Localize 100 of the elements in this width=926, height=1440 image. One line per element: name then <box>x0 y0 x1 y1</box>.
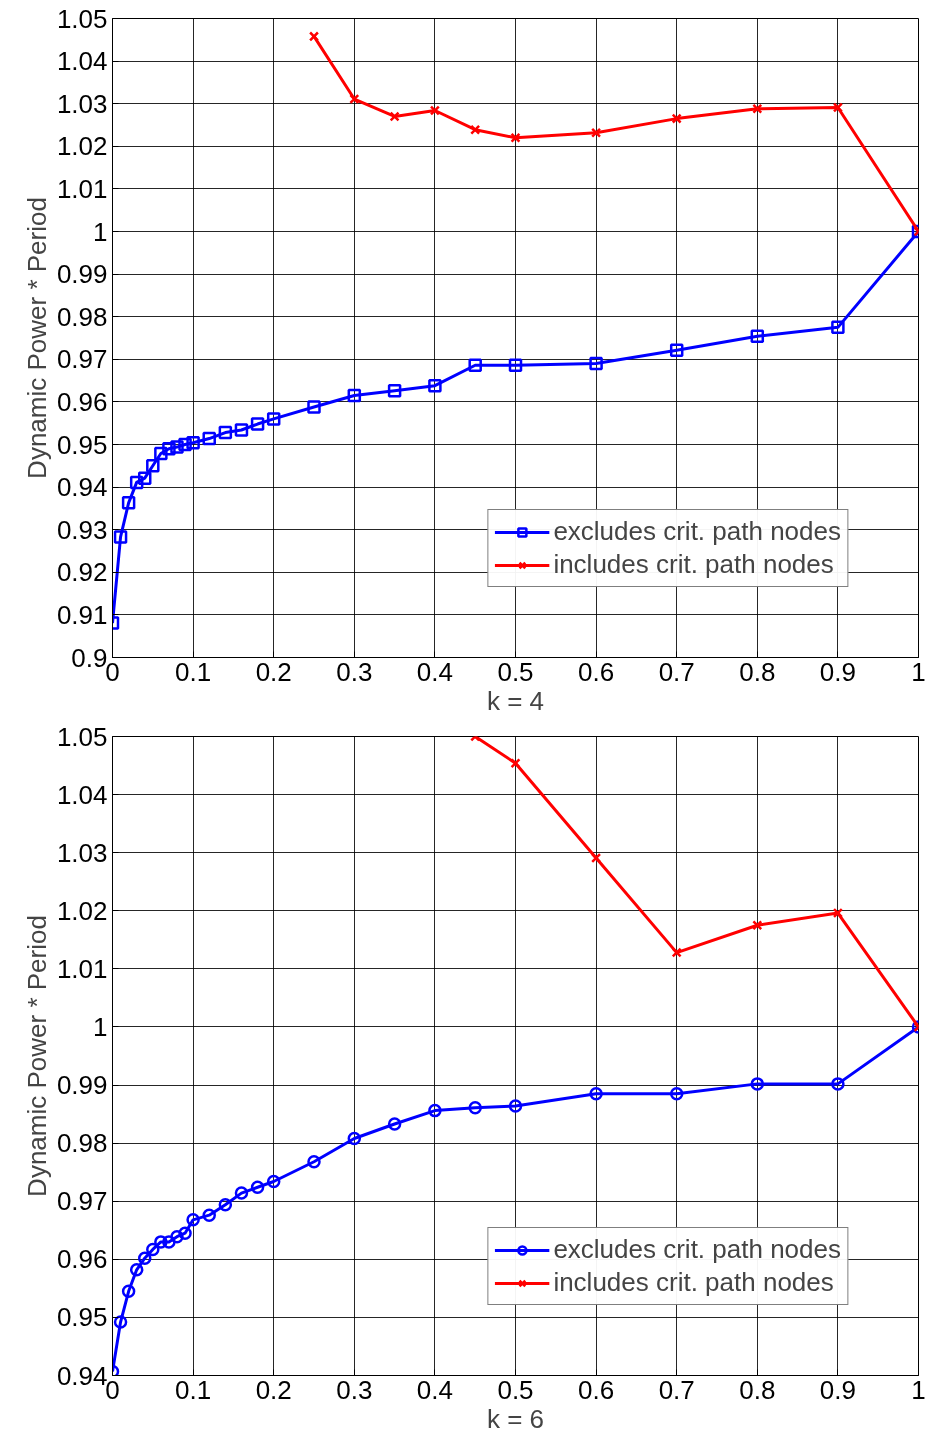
point <box>428 378 442 393</box>
x-tick-label: 0.9 <box>819 656 856 687</box>
point <box>750 1077 765 1091</box>
y-tick-label: 1.01 <box>56 953 108 984</box>
y-tick-label: 1.05 <box>56 721 108 752</box>
x-tick-label: 0.3 <box>336 1374 373 1405</box>
x-tick-label: 0.6 <box>578 1374 615 1405</box>
point <box>178 1226 192 1240</box>
point <box>470 124 481 135</box>
point <box>669 1087 684 1101</box>
legend-label: includes crit. path nodes <box>553 549 834 580</box>
legend-label: includes crit. path nodes <box>553 1267 834 1298</box>
point <box>669 343 684 358</box>
y-tick-label: 0.97 <box>56 1186 108 1217</box>
point <box>589 1087 603 1101</box>
point <box>387 1117 402 1131</box>
point <box>121 1284 136 1299</box>
point <box>831 320 845 335</box>
point <box>387 384 402 398</box>
y-tick-label: 1.04 <box>56 779 108 810</box>
point <box>308 31 320 42</box>
point <box>428 1103 442 1118</box>
point <box>186 436 200 450</box>
y-tick-label: 0.93 <box>56 514 108 545</box>
y-tick-label: 1.03 <box>56 837 108 868</box>
x-axis-title: k = 4 <box>486 685 545 716</box>
point <box>137 471 152 485</box>
point <box>468 1100 482 1115</box>
y-tick-label: 0.99 <box>56 1070 108 1101</box>
point <box>468 358 482 373</box>
y-tick-label: 0.96 <box>56 386 108 417</box>
x-tick-label: 0.8 <box>739 1374 776 1405</box>
y-tick-label: 0.99 <box>56 259 108 290</box>
y-tick-label: 0.95 <box>56 429 108 460</box>
x-tick-label: 0.5 <box>497 656 534 687</box>
y-tick-label: 1.03 <box>56 88 108 119</box>
y-tick-label: 1 <box>93 216 108 247</box>
y-tick-label: 0.91 <box>56 599 108 630</box>
y-tick-label: 1.01 <box>56 173 108 204</box>
x-tick-label: 0.2 <box>255 1374 292 1405</box>
point <box>752 920 763 931</box>
point <box>202 1208 216 1222</box>
point <box>129 475 144 490</box>
point <box>170 440 184 454</box>
point <box>113 1315 128 1329</box>
point <box>129 1263 144 1277</box>
point <box>510 132 521 143</box>
point <box>347 1131 362 1146</box>
point <box>178 437 192 452</box>
point <box>162 1235 176 1249</box>
y-tick-label: 0.96 <box>56 1244 108 1275</box>
point <box>234 423 249 437</box>
point <box>590 127 602 138</box>
x-tick-label: 1 <box>911 656 926 687</box>
point <box>250 417 265 431</box>
point <box>266 1174 281 1189</box>
point <box>508 358 523 373</box>
point <box>266 412 281 426</box>
y-tick-label: 1.05 <box>56 3 108 34</box>
y-tick-label: 0.98 <box>56 301 108 332</box>
point <box>832 102 844 113</box>
x-tick-label: 0.6 <box>578 656 615 687</box>
x-tick-label: 0.1 <box>175 1374 212 1405</box>
x-tick-label: 0.7 <box>658 656 695 687</box>
x-tick-label: 0.9 <box>819 1374 856 1405</box>
point <box>146 1242 160 1257</box>
point <box>121 496 136 510</box>
y-tick-label: 1.02 <box>56 895 108 926</box>
y-tick-label: 1.04 <box>56 46 108 77</box>
point <box>752 103 763 114</box>
x-tick-label: 0.2 <box>255 656 292 687</box>
point <box>218 425 233 440</box>
x-tick-label: 0.5 <box>497 1374 534 1405</box>
y-tick-label: 1 <box>93 1011 108 1042</box>
point <box>589 356 603 371</box>
point <box>389 111 400 122</box>
y-tick-label: 0.95 <box>56 1302 108 1333</box>
point <box>832 907 844 919</box>
legend-label: excludes crit. path nodes <box>553 1234 841 1265</box>
point <box>113 530 128 544</box>
point <box>831 1077 845 1091</box>
point <box>146 459 160 473</box>
point <box>429 105 441 116</box>
legend-label: excludes crit. path nodes <box>553 516 841 547</box>
x-tick-label: 1 <box>911 1374 926 1405</box>
point <box>671 947 682 958</box>
x-tick-label: 0.1 <box>175 656 212 687</box>
y-tick-label: 0.98 <box>56 1128 108 1159</box>
point <box>508 1099 523 1113</box>
x-tick-label: 0.4 <box>416 656 453 687</box>
point <box>137 1251 152 1265</box>
x-tick-label: 0.8 <box>739 656 776 687</box>
point <box>202 431 216 446</box>
point <box>510 758 521 769</box>
point <box>154 446 168 461</box>
y-axis-title: Dynamic Power * Period <box>21 197 52 479</box>
x-axis-title: k = 6 <box>486 1403 545 1434</box>
x-tick-label: 0.3 <box>336 656 373 687</box>
point <box>162 442 176 456</box>
point <box>347 388 362 403</box>
